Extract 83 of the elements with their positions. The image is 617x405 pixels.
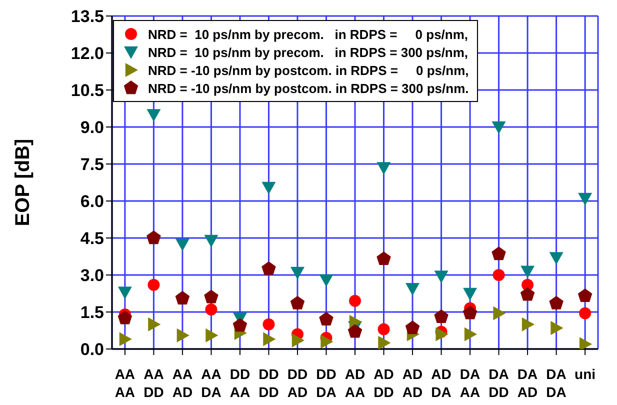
x-tick-label: DD AD xyxy=(287,366,308,400)
point xyxy=(492,121,506,134)
x-tick-label: DD DD xyxy=(258,366,279,400)
point xyxy=(118,310,132,324)
y-tick-label: 0.0 xyxy=(80,340,104,360)
point xyxy=(206,328,218,342)
y-axis-title: EOP [dB] xyxy=(12,138,34,226)
point xyxy=(290,266,304,280)
point xyxy=(463,288,478,300)
x-tick-label: AA AA xyxy=(114,366,136,400)
legend-label: NRD = 10 ps/nm by precom. in RDPS = 0 ps/nm, xyxy=(148,26,468,42)
point xyxy=(579,307,592,320)
x-tick-label: DA DD xyxy=(488,366,509,400)
point xyxy=(292,333,304,348)
point xyxy=(436,327,448,342)
point xyxy=(405,320,420,334)
point xyxy=(319,274,334,287)
point xyxy=(262,182,276,194)
point xyxy=(520,287,535,301)
point xyxy=(262,261,276,275)
point xyxy=(578,288,592,302)
x-tick-label: AD DA xyxy=(431,366,452,400)
point xyxy=(464,327,478,342)
point xyxy=(175,290,190,304)
y-tick-label: 3.0 xyxy=(80,266,104,286)
legend-label: NRD = 10 ps/nm by precom. in RDPS = 300 ps/nm, xyxy=(148,44,468,60)
legend-label: NRD = -10 ps/nm by postcom. in RDPS = 0 ps/nm, xyxy=(148,62,469,78)
x-tick-label: AA AD xyxy=(172,366,193,400)
x-tick-label: AD DD xyxy=(374,366,394,400)
point xyxy=(549,252,564,265)
point xyxy=(492,269,505,281)
y-tick-label: 7.5 xyxy=(80,155,104,174)
point xyxy=(578,192,592,206)
y-tick-label: 10.5 xyxy=(70,81,104,100)
point xyxy=(146,109,161,122)
point xyxy=(232,318,248,332)
x-tick-label: uni xyxy=(574,366,596,382)
point xyxy=(406,282,420,296)
point xyxy=(148,278,160,291)
point xyxy=(522,317,535,332)
x-tick-label: AA DD xyxy=(144,366,164,400)
point xyxy=(204,234,218,248)
point xyxy=(349,294,361,307)
x-tick-label: AD AA xyxy=(344,366,366,400)
point xyxy=(378,336,391,349)
y-tick-label: 6.0 xyxy=(80,192,104,212)
point xyxy=(462,306,478,320)
y-tick-label: 1.5 xyxy=(80,303,104,322)
legend-label: NRD = -10 ps/nm by postcom. in RDPS = 300 ps/nm. xyxy=(148,80,469,96)
point xyxy=(434,270,448,284)
point xyxy=(290,296,305,310)
y-tick-label: 13.5 xyxy=(70,7,104,26)
x-tick-label: DA AA xyxy=(460,366,480,400)
point xyxy=(263,332,276,346)
point xyxy=(262,318,275,330)
y-tick-label: 12.0 xyxy=(70,44,104,64)
y-tick-label: 9.0 xyxy=(80,118,104,138)
y-tick-label: 4.5 xyxy=(80,229,104,248)
point xyxy=(119,332,132,346)
point xyxy=(492,246,506,260)
x-tick-label: DA DA xyxy=(546,366,566,400)
point xyxy=(204,290,218,304)
point xyxy=(118,286,132,300)
point xyxy=(434,309,448,323)
point xyxy=(549,296,564,310)
point xyxy=(176,328,190,342)
x-tick-label: DA AD xyxy=(517,366,538,400)
point xyxy=(376,162,391,175)
point xyxy=(148,317,161,332)
x-tick-label: AD AD xyxy=(402,366,423,400)
point xyxy=(205,304,218,316)
point xyxy=(320,334,334,349)
point xyxy=(520,266,535,278)
point xyxy=(550,321,564,336)
point xyxy=(378,323,390,336)
point xyxy=(493,306,506,320)
x-tick-label: AA DA xyxy=(201,366,222,400)
point xyxy=(146,230,161,244)
point xyxy=(376,251,391,266)
x-tick-label: DD AA xyxy=(230,366,250,400)
x-tick-label: DD DA xyxy=(316,366,336,400)
point xyxy=(319,312,334,326)
point xyxy=(175,238,190,252)
